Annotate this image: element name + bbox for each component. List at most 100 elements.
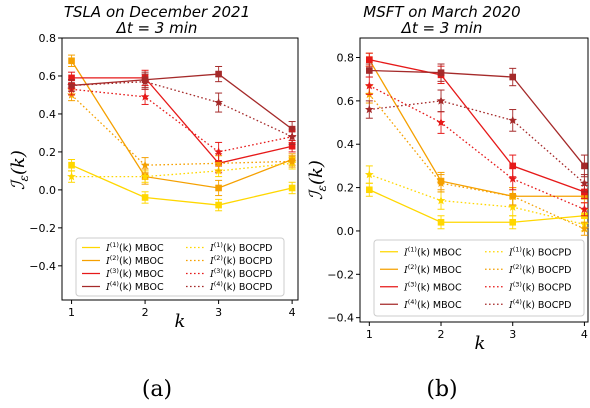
data-point xyxy=(436,196,446,205)
legend-label: I(2)(k) BOCPD xyxy=(508,263,571,276)
legend-label: I(4)(k) MBOC xyxy=(403,298,462,311)
data-point xyxy=(580,224,589,233)
series-line xyxy=(71,88,293,153)
x-axis-label-a: k xyxy=(175,311,186,332)
y-tick-label: 0.2 xyxy=(337,182,355,195)
y-tick-label: 0.0 xyxy=(39,184,57,197)
y-axis-label-text-a: ℐε(k) xyxy=(8,150,31,190)
series-line xyxy=(71,162,293,178)
data-point xyxy=(581,162,588,170)
series-line xyxy=(71,77,293,165)
data-point xyxy=(580,178,589,187)
chart-title-b: MSFT on March 2020 xyxy=(363,3,520,21)
x-tick-label: 4 xyxy=(289,306,296,319)
legend-label: I(1)(k) MBOC xyxy=(105,241,164,254)
x-tick-label: 3 xyxy=(215,306,222,319)
data-point xyxy=(508,191,518,200)
chart-panel-b: MSFT on March 2020 Δt = 3 min 1 2 3 4 −0.4 −0… xyxy=(306,3,589,402)
y-axis-label-b: ℐε(k) xyxy=(306,160,329,200)
data-point xyxy=(580,204,589,213)
data-point xyxy=(67,80,76,90)
data-point xyxy=(288,142,296,150)
series-line xyxy=(71,81,293,138)
plot-area-a: 1 2 3 4−0.4−0.20.00.20.40.60.8I(1)(k) MBOC I… xyxy=(29,32,297,319)
legend-label: I(3)(k) BOCPD xyxy=(209,267,272,280)
series-line xyxy=(71,94,293,166)
data-point xyxy=(215,184,222,192)
data-point xyxy=(140,92,150,101)
data-point xyxy=(214,97,223,107)
y-tick-label: 0.0 xyxy=(337,225,355,238)
data-point xyxy=(141,194,149,201)
caption-b: (b) xyxy=(426,377,457,402)
legend-label: I(4)(k) BOCPD xyxy=(508,298,571,311)
series-line xyxy=(369,85,585,210)
data-point xyxy=(364,104,374,114)
series-line xyxy=(71,60,293,189)
legend-label: I(4)(k) BOCPD xyxy=(209,280,272,293)
y-axis-label-a: ℐε(k) xyxy=(8,150,31,190)
data-point xyxy=(214,158,223,168)
caption-a: (a) xyxy=(142,377,172,402)
legend-label: I(2)(k) BOCPD xyxy=(209,254,272,267)
data-point xyxy=(508,202,518,211)
y-tick-label: 0.8 xyxy=(39,32,57,45)
x-tick-label: 1 xyxy=(366,328,373,341)
data-point xyxy=(68,161,75,169)
plot-area-b: 1 2 3 4−0.4−0.20.00.20.40.60.8I(1)(k) MBOC I… xyxy=(327,52,589,341)
series-line xyxy=(369,59,585,193)
legend-label: I(3)(k) BOCPD xyxy=(508,280,571,293)
plot-frame-a xyxy=(61,37,299,301)
data-point xyxy=(437,218,445,226)
series-line xyxy=(368,59,585,197)
data-point xyxy=(67,171,76,181)
data-point xyxy=(140,160,150,169)
series-line xyxy=(71,164,293,206)
chart-title-a: TSLA on December 2021 xyxy=(64,3,250,21)
legend-label: I(2)(k) MBOC xyxy=(105,254,164,267)
data-point xyxy=(508,174,518,183)
data-point xyxy=(509,73,517,81)
data-point xyxy=(509,162,517,170)
data-point xyxy=(215,201,222,209)
legend-b: I(1)(k) MBOC I(1)(k) BOCPD I(2)(k) MBOC I(2… xyxy=(373,239,585,317)
data-point xyxy=(366,186,373,194)
legend-label: I(2)(k) MBOC xyxy=(403,263,462,276)
data-point xyxy=(287,132,297,141)
data-point xyxy=(366,56,373,63)
y-tick-label: 0.4 xyxy=(39,108,57,121)
x-tick-label: 2 xyxy=(142,306,149,319)
series-line xyxy=(369,173,585,226)
data-point xyxy=(508,115,518,125)
data-point xyxy=(436,178,446,187)
legend-label: I(3)(k) MBOC xyxy=(403,280,462,293)
y-tick-label: 0.6 xyxy=(39,70,57,83)
series-line xyxy=(369,69,585,167)
x-tick-label: 1 xyxy=(68,306,75,319)
data-point xyxy=(287,156,297,166)
x-tick-label: 2 xyxy=(438,328,445,341)
series-line xyxy=(369,100,585,184)
legend-label: I(3)(k) MBOC xyxy=(105,267,164,280)
data-point xyxy=(215,70,222,78)
series-line xyxy=(368,93,585,230)
data-point xyxy=(436,96,446,105)
y-tick-label: 0.4 xyxy=(337,138,355,151)
plot-frame-b xyxy=(359,37,589,323)
data-point xyxy=(68,57,75,65)
data-point xyxy=(288,184,296,192)
x-tick-label: 4 xyxy=(581,328,588,341)
y-tick-label: −0.2 xyxy=(29,222,56,235)
data-point xyxy=(366,67,373,74)
data-point xyxy=(214,147,223,156)
chart-subtitle-a: Δt = 3 min xyxy=(116,19,198,37)
y-axis-label-text-b: ℐε(k) xyxy=(306,160,329,200)
y-tick-label: −0.2 xyxy=(327,268,354,281)
series-line xyxy=(71,73,293,130)
data-point xyxy=(436,117,446,127)
data-point xyxy=(364,81,374,90)
data-point xyxy=(364,169,374,179)
data-point xyxy=(437,69,445,76)
y-tick-label: 0.2 xyxy=(39,146,57,159)
